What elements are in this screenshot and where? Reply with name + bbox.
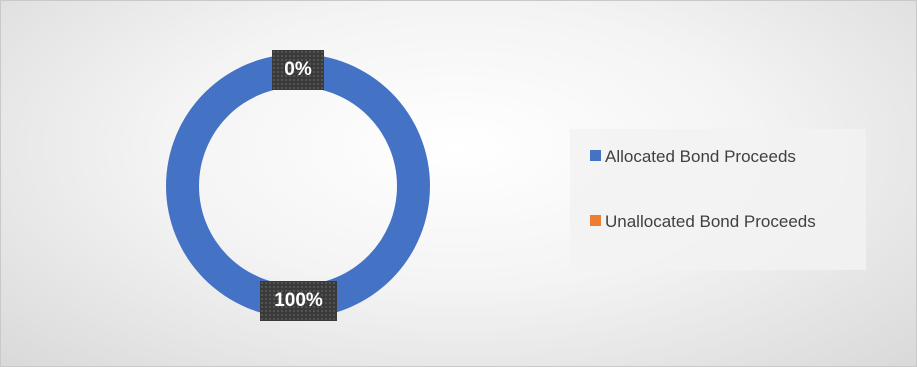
donut-slice-allocated-bond-proceeds [166,54,430,318]
data-label-unallocated: 0% [272,50,324,90]
legend: Allocated Bond Proceeds Unallocated Bond… [570,129,866,270]
legend-item-allocated: Allocated Bond Proceeds [590,144,835,170]
legend-label-allocated: Allocated Bond Proceeds [605,147,796,166]
legend-item-unallocated: Unallocated Bond Proceeds [590,209,835,235]
data-label-allocated: 100% [260,281,337,321]
legend-label-unallocated: Unallocated Bond Proceeds [605,212,816,231]
legend-swatch-allocated [590,150,601,161]
legend-swatch-unallocated [590,215,601,226]
